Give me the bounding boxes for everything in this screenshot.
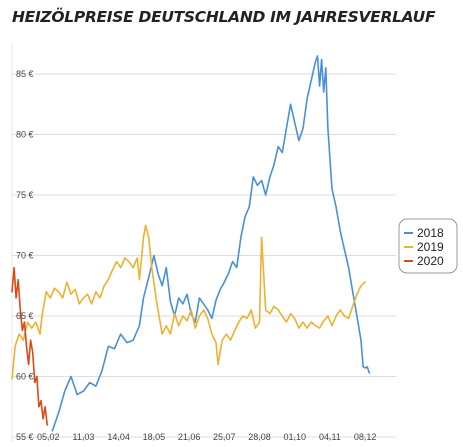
- series-line-2020: [11, 266, 49, 426]
- x-axis-tick-labels: 05.02 11.03 14.04 18.05 21.06 25.07 28.08 01.10…: [37, 432, 376, 442]
- x-tick-label: 18.05: [143, 432, 166, 442]
- y-tick-label: 75 €: [16, 190, 34, 200]
- legend-label: 2019: [417, 240, 444, 254]
- y-tick-label: 80 €: [16, 130, 34, 140]
- series-line-2019: [11, 224, 366, 380]
- x-tick-label: 11.03: [73, 432, 95, 442]
- y-tick-label: 55 €: [16, 432, 34, 442]
- legend-box: [398, 218, 458, 274]
- x-tick-label: 04.11: [319, 432, 341, 442]
- y-tick-label: 65 €: [16, 311, 34, 321]
- grid-lines: [11, 44, 396, 442]
- x-tick-label: 08.12: [354, 432, 377, 442]
- x-tick-label: 25.07: [213, 432, 236, 442]
- y-tick-label: 60 €: [16, 372, 34, 382]
- chart-title: HEIZÖLPREISE DEUTSCHLAND IM JAHRESVERLAU…: [12, 8, 436, 26]
- y-tick-label: 70 €: [16, 251, 34, 261]
- y-axis-tick-labels: 55 € 60 € 65 € 70 € 75 € 80 € 85 €: [16, 69, 34, 442]
- x-tick-label: 05.02: [37, 432, 60, 442]
- x-tick-label: 28.08: [248, 432, 271, 442]
- legend-label: 2020: [417, 254, 444, 268]
- series-lines: [11, 55, 371, 432]
- x-tick-label: 01.10: [283, 432, 306, 442]
- x-tick-label: 21.06: [178, 432, 201, 442]
- legend-label: 2018: [417, 226, 444, 240]
- x-tick-label: 14.04: [107, 432, 130, 442]
- y-tick-label: 85 €: [16, 69, 34, 79]
- series-line-2018: [51, 55, 371, 432]
